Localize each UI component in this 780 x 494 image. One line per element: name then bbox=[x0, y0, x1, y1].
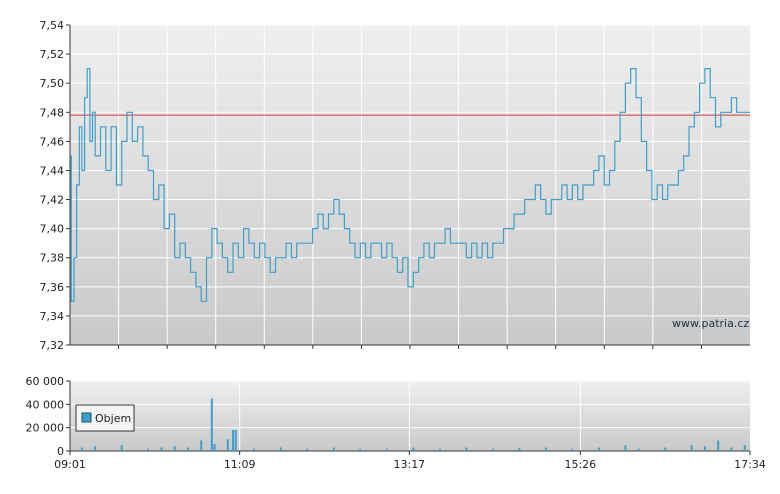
volume-bar bbox=[730, 447, 733, 451]
volume-bar bbox=[703, 446, 706, 451]
price-series-line bbox=[70, 68, 750, 302]
volume-bar bbox=[690, 445, 693, 451]
volume-bar bbox=[234, 430, 237, 451]
price-y-tick-label: 7,36 bbox=[40, 281, 65, 294]
volume-y-tick-label: 20 000 bbox=[26, 422, 65, 435]
volume-bar bbox=[232, 430, 235, 451]
volume-x-tick-label: 17:34 bbox=[734, 458, 766, 471]
volume-bar bbox=[518, 448, 521, 451]
volume-bar bbox=[465, 447, 468, 451]
volume-bar bbox=[147, 448, 150, 451]
volume-bar bbox=[385, 448, 388, 451]
volume-bar bbox=[637, 448, 640, 451]
price-y-tick-label: 7,52 bbox=[40, 48, 65, 61]
volume-bar bbox=[412, 447, 415, 451]
volume-x-tick-label: 15:26 bbox=[564, 458, 596, 471]
volume-bar bbox=[597, 447, 600, 451]
volume-bar bbox=[664, 447, 667, 451]
volume-bar bbox=[94, 446, 97, 451]
volume-bar bbox=[186, 447, 189, 451]
volume-plot-area bbox=[70, 381, 750, 451]
volume-bar bbox=[210, 398, 213, 451]
price-y-tick-label: 7,48 bbox=[40, 106, 65, 119]
volume-legend-label: Objem bbox=[95, 412, 131, 425]
volume-bar bbox=[438, 448, 441, 451]
volume-bar bbox=[717, 440, 720, 451]
volume-x-tick-label: 11:09 bbox=[224, 458, 256, 471]
watermark: www.patria.cz bbox=[672, 317, 750, 330]
volume-x-tick-label: 09:01 bbox=[54, 458, 86, 471]
price-y-tick-label: 7,38 bbox=[40, 252, 65, 265]
volume-x-tick-label: 13:17 bbox=[393, 458, 425, 471]
volume-bar bbox=[743, 445, 746, 451]
volume-bar bbox=[213, 444, 216, 451]
price-y-tick-label: 7,46 bbox=[40, 135, 65, 148]
volume-bar bbox=[571, 448, 574, 451]
price-y-tick-label: 7,32 bbox=[40, 339, 65, 352]
price-y-tick-label: 7,54 bbox=[40, 19, 65, 32]
volume-bar bbox=[306, 448, 309, 451]
volume-bar bbox=[120, 445, 123, 451]
volume-bar bbox=[80, 447, 83, 451]
volume-bar bbox=[491, 448, 494, 451]
volume-bar bbox=[359, 448, 362, 451]
volume-bar bbox=[200, 440, 203, 451]
price-y-tick-label: 7,44 bbox=[40, 164, 65, 177]
volume-y-tick-label: 60 000 bbox=[26, 375, 65, 388]
volume-y-tick-label: 0 bbox=[57, 445, 64, 458]
volume-legend-swatch bbox=[81, 412, 92, 423]
volume-y-tick-label: 40 000 bbox=[26, 398, 65, 411]
volume-bar bbox=[624, 445, 627, 451]
volume-bar bbox=[173, 446, 176, 451]
price-y-tick-label: 7,42 bbox=[40, 194, 65, 207]
price-y-tick-label: 7,40 bbox=[40, 223, 65, 236]
volume-bar bbox=[544, 447, 547, 451]
volume-bar bbox=[253, 448, 256, 451]
volume-bar bbox=[226, 439, 229, 451]
price-y-tick-label: 7,34 bbox=[40, 310, 65, 323]
volume-bar bbox=[160, 447, 163, 451]
volume-bar bbox=[332, 447, 335, 451]
volume-bar bbox=[279, 447, 282, 451]
price-y-tick-label: 7,50 bbox=[40, 77, 65, 90]
